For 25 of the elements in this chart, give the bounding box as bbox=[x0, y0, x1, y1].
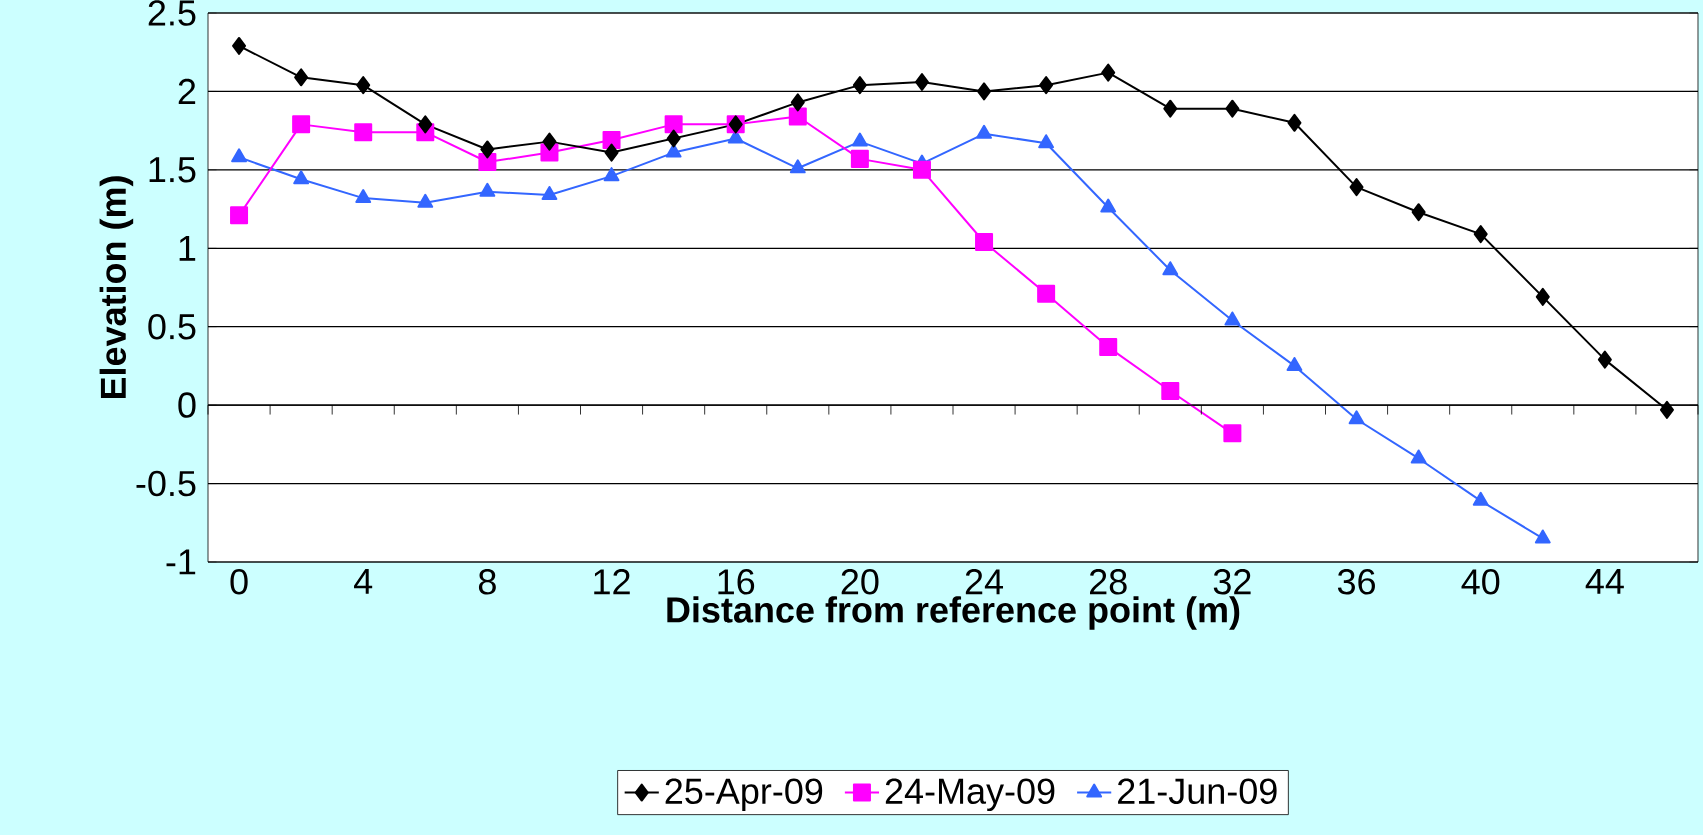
y-tick-label: 2.5 bbox=[148, 0, 196, 26]
y-tick-label: 2 bbox=[178, 78, 196, 104]
x-tick-label: 0 bbox=[230, 569, 248, 595]
x-tick-label: 28 bbox=[1090, 569, 1127, 595]
x-tick-label: 24 bbox=[965, 569, 1004, 595]
y-tick-label: -0.5 bbox=[136, 470, 196, 497]
y-tick-label: 1.5 bbox=[149, 157, 196, 183]
x-tick-label: 8 bbox=[478, 569, 496, 595]
legend-label: 21-Jun-09 bbox=[1118, 778, 1277, 804]
y-tick-label: -1 bbox=[166, 549, 196, 575]
legend-label: 25-Apr-09 bbox=[665, 778, 823, 812]
legend-label: 24-May-09 bbox=[885, 778, 1055, 812]
x-tick-label: 40 bbox=[1461, 569, 1500, 595]
x-tick-label: 16 bbox=[718, 569, 755, 595]
x-tick-label: 12 bbox=[594, 569, 630, 595]
x-tick-label: 44 bbox=[1585, 569, 1624, 594]
x-tick-label: 32 bbox=[1213, 569, 1251, 595]
x-tick-label: 36 bbox=[1337, 569, 1375, 595]
y-tick-label: 0 bbox=[178, 392, 196, 418]
y-tick-label: 1 bbox=[179, 235, 196, 261]
x-axis-title: Distance from reference point (m) bbox=[667, 596, 1240, 630]
x-tick-label: 20 bbox=[841, 569, 879, 595]
x-tick-label: 4 bbox=[354, 569, 373, 594]
y-axis-title: Elevation (m) bbox=[99, 176, 134, 399]
y-tick-label: 0.5 bbox=[148, 313, 196, 340]
